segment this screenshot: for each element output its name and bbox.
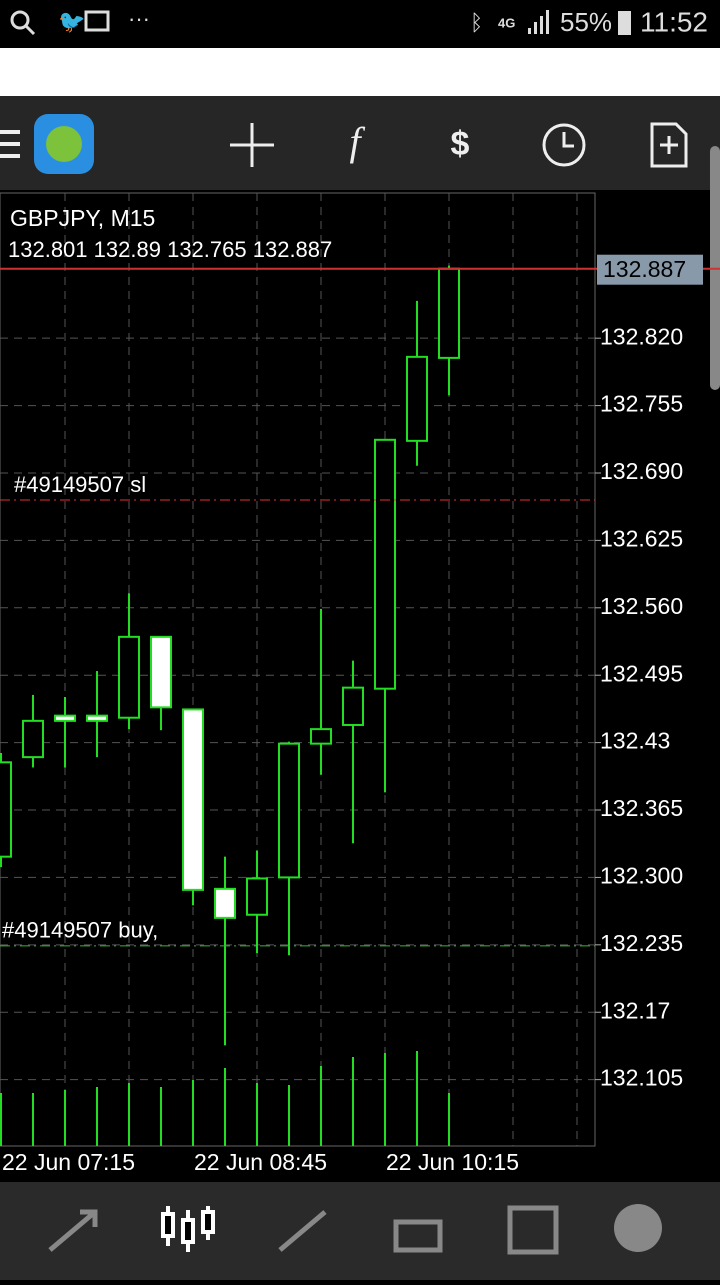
y-tick-label: 132.690 <box>600 458 683 484</box>
ohlc-low: 132.765 <box>167 237 247 262</box>
status-icons <box>10 10 110 36</box>
candle-body <box>310 728 332 745</box>
candle-body <box>406 355 428 442</box>
plot-area <box>0 265 460 1146</box>
clock-hands <box>562 132 574 148</box>
y-tick-label: 132.43 <box>600 728 670 754</box>
y-tick-label: 132.17 <box>600 997 670 1023</box>
history-button[interactable] <box>542 123 586 167</box>
battery-icon <box>618 11 631 35</box>
network: 4G <box>498 15 515 30</box>
ohlc-open: 132.801 <box>8 237 88 262</box>
candle-body <box>214 887 236 919</box>
y-tick-label: 132.560 <box>600 593 683 619</box>
order-label: #49149507 sl <box>14 472 146 497</box>
candle-body <box>150 635 172 709</box>
ohlc-close: 132.887 <box>253 237 333 262</box>
y-tick-label: 132.820 <box>600 323 683 349</box>
x-tick-label: 22 Jun 10:15 <box>386 1149 519 1175</box>
candle-body <box>118 635 140 719</box>
more-icon: ··· <box>128 6 150 31</box>
x-tick-label: 22 Jun 07:15 <box>2 1149 135 1175</box>
bluetooth-icon: ᛒ <box>470 10 483 35</box>
signal-icon <box>528 10 549 34</box>
ohlc-line: 132.801 132.89 132.765 132.887 <box>8 237 332 262</box>
candle-body <box>86 714 108 722</box>
status-bar <box>0 0 720 48</box>
y-tick-label: 132.755 <box>600 391 683 417</box>
clock: 11:52 <box>640 6 708 37</box>
candle-body <box>278 742 300 879</box>
bid-box <box>597 254 703 285</box>
y-tick-label: 132.625 <box>600 525 683 551</box>
chart-tab[interactable] <box>161 1206 215 1252</box>
trade-button[interactable]: $ <box>451 125 470 163</box>
bid-label: 132.887 <box>603 256 686 282</box>
quotes-tab[interactable] <box>48 1209 98 1252</box>
history-tab[interactable] <box>393 1219 443 1253</box>
plot-frame <box>0 192 596 1147</box>
chat-tab[interactable] <box>614 1204 662 1252</box>
y-tick-label: 132.235 <box>600 930 683 956</box>
candle-body <box>438 267 460 359</box>
chart-title: GBPJPY, M15 <box>10 205 155 231</box>
y-tick-label: 132.105 <box>600 1065 683 1091</box>
y-tick-label: 132.300 <box>600 862 683 888</box>
candle-body <box>342 686 364 726</box>
ohlc-high: 132.89 <box>94 237 161 262</box>
chart: 132.820 132.755 132.690 132.625 132.560 132.4… <box>0 192 720 1175</box>
bottom-nav <box>0 1182 720 1280</box>
twitter-icon: 🐦 <box>58 9 85 34</box>
order-label: #49149507 buy, <box>2 918 158 943</box>
app-logo-mark <box>46 126 82 162</box>
candle-body <box>374 438 396 690</box>
y-tick-label: 132.365 <box>600 795 683 821</box>
candle-body <box>22 719 44 759</box>
battery-text: 55% <box>560 7 612 37</box>
x-tick-label: 22 Jun 08:45 <box>194 1149 327 1175</box>
crosshair-button[interactable] <box>230 123 274 167</box>
menu-icon[interactable] <box>0 130 20 158</box>
candle-body <box>54 714 76 722</box>
candle-body <box>182 708 204 891</box>
new-order-button[interactable] <box>650 122 688 168</box>
toolbar <box>0 96 720 190</box>
news-tab[interactable] <box>507 1205 559 1255</box>
address-bar <box>0 48 720 96</box>
y-tick-label: 132.495 <box>600 660 683 686</box>
candle-body <box>246 877 268 916</box>
candle-body <box>0 761 12 858</box>
trade-tab[interactable] <box>278 1210 327 1252</box>
